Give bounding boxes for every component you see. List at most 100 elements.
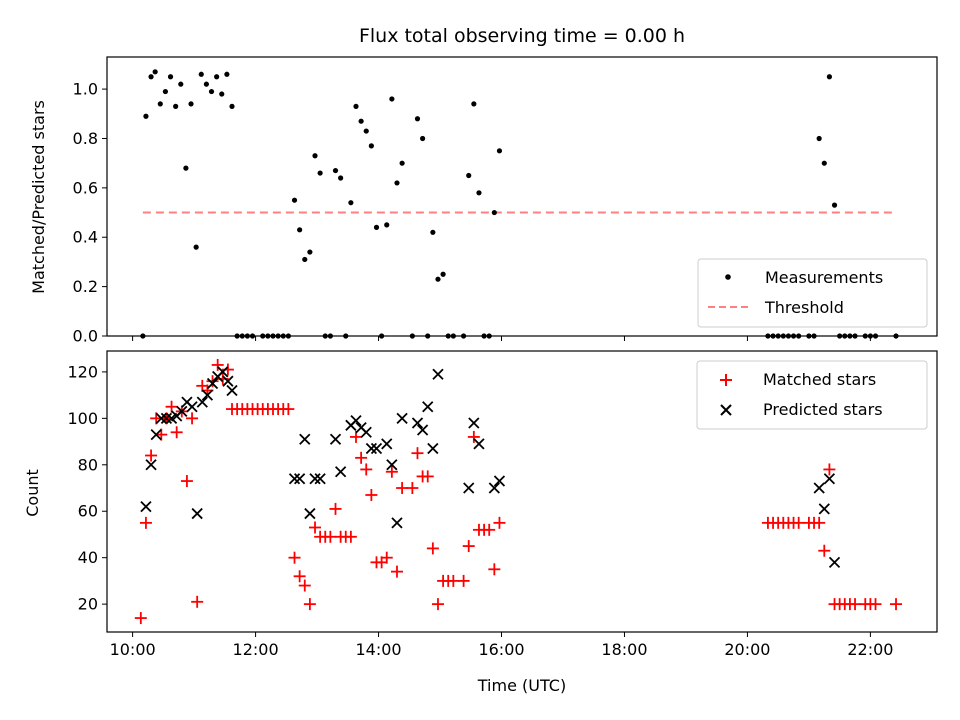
matched-star-point <box>180 475 193 488</box>
measurement-point <box>167 74 174 80</box>
matched-star-point <box>303 598 316 611</box>
predicted-star-point <box>160 412 173 424</box>
measurement-point <box>143 113 149 119</box>
legend-label-threshold: Threshold <box>764 298 844 317</box>
measurement-point <box>317 170 323 176</box>
measurement-point <box>312 153 318 159</box>
measurement-point <box>394 180 400 186</box>
matched-star-point <box>421 470 434 483</box>
top-panel: Flux total observing time = 0.00 h 0.0 0.… <box>29 25 938 346</box>
measurement-point <box>440 271 446 277</box>
top-axes-frame <box>106 56 938 337</box>
matched-star-point <box>134 612 147 625</box>
chart-title: Flux total observing time = 0.00 h <box>359 25 685 47</box>
measurement-point <box>338 175 344 181</box>
matched-star-point <box>390 565 403 578</box>
measurement-point <box>435 276 441 282</box>
legend-label-predicted: Predicted stars <box>763 400 883 419</box>
predicted-star-point <box>396 412 408 424</box>
predicted-star-point <box>370 442 383 455</box>
matched-star-point <box>792 516 805 529</box>
matched-star-point <box>493 516 506 529</box>
matched-star-point <box>293 570 306 583</box>
predicted-star-point <box>206 377 219 390</box>
predicted-star-point <box>386 459 398 471</box>
predicted-star-point <box>314 473 326 485</box>
measurement-point <box>399 160 405 166</box>
matched-star-point <box>426 542 439 555</box>
bottom-x-tick-label: 10:00 <box>110 640 156 659</box>
x-axis-label: Time (UTC) <box>477 676 566 695</box>
measurement-point <box>476 190 482 196</box>
predicted-star-point <box>813 482 825 494</box>
matched-star-point <box>139 516 152 529</box>
matched-star-point <box>344 530 357 543</box>
top-y-tick-label: 0.4 <box>73 228 98 247</box>
predicted-star-point <box>391 517 403 529</box>
legend-marker-matched <box>720 374 732 386</box>
predicted-star-point <box>299 433 311 445</box>
matched-star-point <box>431 598 444 611</box>
measurement-point <box>198 71 204 77</box>
measurement-point <box>307 249 313 255</box>
bottom-legend-box <box>696 360 928 430</box>
measurement-point <box>826 74 833 80</box>
bottom-y-tick-label: 100 <box>67 409 98 428</box>
predicted-star-point <box>329 433 342 445</box>
bottom-legend: Matched stars Predicted stars <box>696 360 928 430</box>
matched-star-point <box>869 598 882 611</box>
matched-star-point <box>890 598 903 611</box>
bottom-x-tick-label: 18:00 <box>601 640 647 659</box>
matched-star-point <box>457 574 470 587</box>
matched-star-point <box>385 465 398 478</box>
measurement-point <box>152 69 158 75</box>
predicted-star-point <box>222 375 234 387</box>
matched-star-point <box>406 482 419 495</box>
predicted-star-point <box>432 368 444 380</box>
measurement-point <box>373 224 380 230</box>
legend-marker-measurements <box>725 274 731 280</box>
measurement-point <box>229 103 235 109</box>
predicted-star-point <box>145 459 157 471</box>
predicted-star-point <box>411 417 424 429</box>
predicted-star-point <box>288 473 301 485</box>
top-legend: Measurements Threshold <box>697 258 928 328</box>
predicted-star-point <box>226 384 238 397</box>
count-points <box>134 358 903 625</box>
measurement-point <box>297 227 303 233</box>
matched-star-point <box>170 426 183 439</box>
measurement-point <box>203 81 209 87</box>
predicted-star-point <box>140 500 152 513</box>
predicted-star-point <box>493 475 506 487</box>
measurement-point <box>178 81 184 87</box>
matched-star-point <box>282 403 295 416</box>
bottom-x-tick-label: 16:00 <box>478 640 524 659</box>
measurement-point <box>466 172 472 179</box>
matched-star-point <box>813 516 826 529</box>
top-y-tick-label: 0.0 <box>73 327 98 346</box>
measurement-point <box>831 202 838 208</box>
matched-star-point <box>350 430 362 443</box>
predicted-star-point <box>360 426 372 438</box>
measurement-point <box>420 135 426 142</box>
predicted-star-point <box>309 473 321 485</box>
legend-label-measurements: Measurements <box>765 268 883 287</box>
predicted-star-point <box>427 442 439 455</box>
measurement-point <box>148 74 154 80</box>
predicted-star-point <box>191 507 203 520</box>
measurement-point <box>188 101 194 107</box>
matched-star-point <box>298 579 311 592</box>
top-legend-box <box>697 258 928 328</box>
bottom-y-tick-label: 120 <box>67 362 98 381</box>
matched-star-point <box>186 412 199 425</box>
bottom-y-tick-label: 40 <box>78 548 98 567</box>
measurement-point <box>332 167 339 174</box>
predicted-star-point <box>304 507 316 520</box>
measurement-point <box>816 135 822 142</box>
measurement-point <box>348 200 354 206</box>
matched-star-point <box>365 488 378 501</box>
measurement-point <box>384 222 390 228</box>
bottom-y-tick-label: 60 <box>78 502 98 521</box>
matched-star-point <box>380 551 393 564</box>
